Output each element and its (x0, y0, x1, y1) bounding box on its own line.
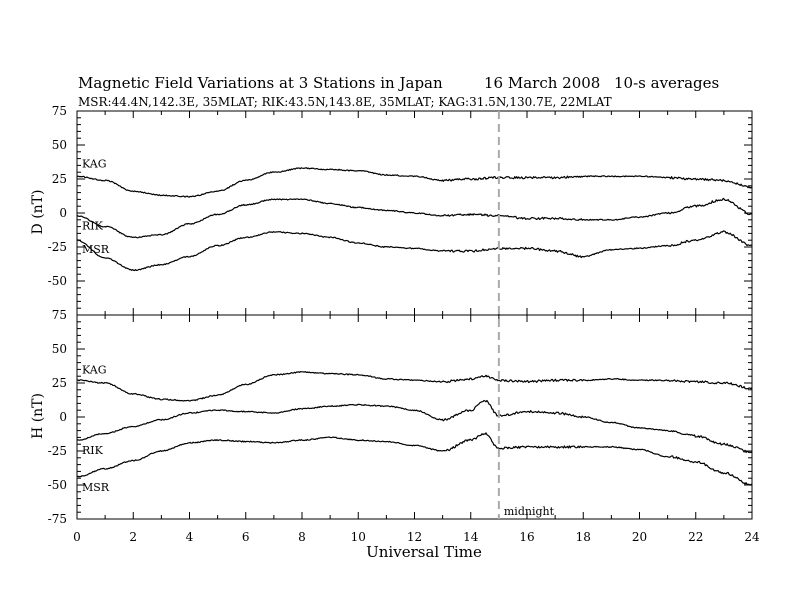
d-series-label-kag: KAG (82, 157, 107, 170)
station-coordinates: MSR:44.4N,142.3E, 35MLAT; RIK:43.5N,143.… (78, 95, 612, 109)
x-tick-label: 0 (73, 530, 81, 544)
x-tick-label: 6 (242, 530, 250, 544)
x-tick-label: 10 (351, 530, 366, 544)
midnight-label: midnight (504, 505, 555, 518)
x-tick-label: 24 (744, 530, 760, 544)
chart-title: Magnetic Field Variations at 3 Stations … (78, 74, 443, 92)
h-frame (76, 314, 753, 520)
x-tick-label: 12 (407, 530, 422, 544)
x-axis: 0 2 4 6 8 10 12 14 16 18 20 22 24 (73, 530, 760, 544)
h-y-tick-label: -75 (48, 512, 67, 526)
h-y-tick-label: 75 (52, 308, 67, 322)
d-y-tick-label: -25 (48, 240, 67, 254)
h-series-label-kag: KAG (82, 363, 107, 376)
x-tick-label: 18 (576, 530, 591, 544)
x-tick-label: 16 (519, 530, 534, 544)
d-series-label-rik: RIK (82, 220, 104, 233)
d-y-tick-label: 25 (52, 172, 67, 186)
d-series-label-msr: MSR (82, 243, 110, 256)
x-axis-title: Universal Time (366, 543, 482, 561)
d-series-msr (76, 230, 753, 272)
h-y-tick-label: -25 (48, 444, 67, 458)
h-series-msr (76, 432, 753, 487)
x-tick-label: 14 (463, 530, 479, 544)
h-y-tick-label: 25 (52, 376, 67, 390)
x-tick-label: 4 (186, 530, 194, 544)
h-y-tick-label: -50 (48, 478, 67, 492)
h-series-kag (76, 371, 753, 402)
h-axis-title: H (nT) (30, 393, 46, 439)
d-axis-title: D (nT) (30, 190, 46, 235)
x-tick-label: 8 (298, 530, 306, 544)
chart-averaging: 10-s averages (614, 74, 719, 92)
d-series-kag (76, 167, 753, 198)
h-y-tick-label: 50 (52, 342, 67, 356)
h-panel: 75 50 25 0 -25 -50 -75 KAG RIK MSR (48, 308, 753, 526)
d-panel: 75 50 25 0 -25 -50 KAG RIK MSR (48, 104, 753, 316)
x-tick-label: 22 (688, 530, 703, 544)
d-y-tick-label: 50 (52, 138, 67, 152)
chart-date: 16 March 2008 (484, 74, 600, 92)
d-series-rik (76, 197, 753, 239)
h-series-rik (76, 399, 753, 454)
h-y-tick-label: 0 (59, 410, 67, 424)
d-y-tick-label: -50 (48, 274, 67, 288)
x-tick-label: 20 (632, 530, 647, 544)
d-y-tick-label: 75 (52, 104, 67, 118)
d-y-tick-label: 0 (59, 206, 67, 220)
x-tick-label: 2 (129, 530, 137, 544)
h-series-label-msr: MSR (82, 481, 110, 494)
h-series-label-rik: RIK (82, 444, 104, 457)
